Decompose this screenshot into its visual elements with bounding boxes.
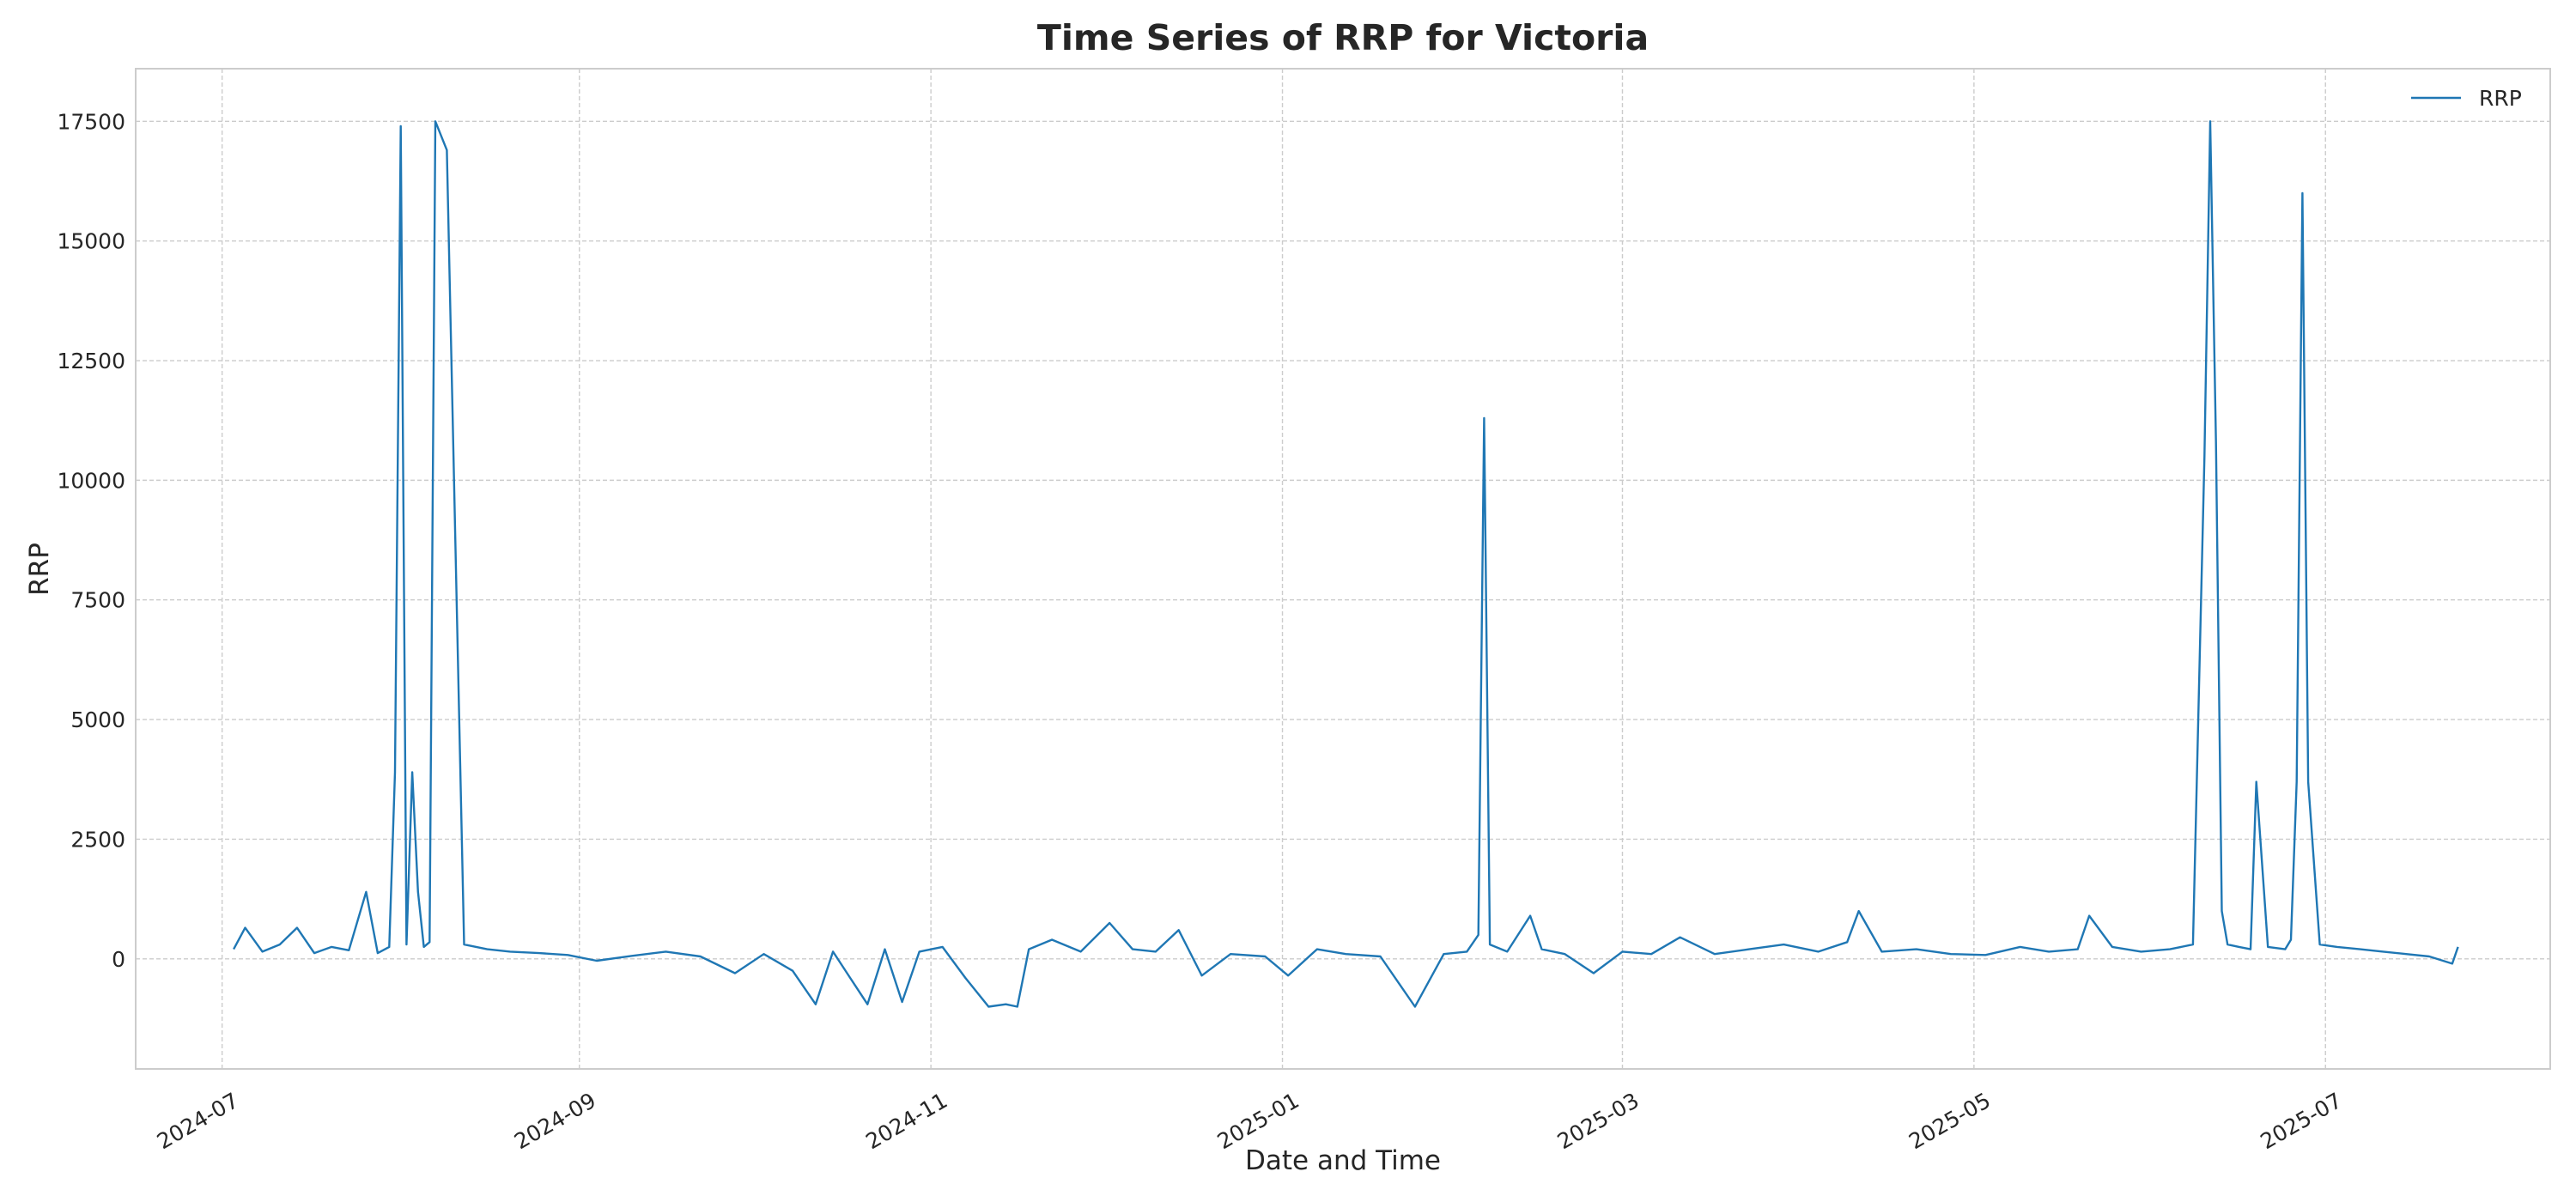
plot-frame — [135, 68, 2551, 1070]
grid-lines — [136, 69, 2550, 1069]
y-tick-labels: 0 2500 5000 7500 10000 12500 15000 17500 — [57, 109, 125, 971]
y-tick-label: 10000 — [57, 468, 125, 493]
legend: RRP — [2411, 86, 2522, 111]
legend-label-rrp: RRP — [2479, 86, 2522, 111]
y-tick-label: 15000 — [57, 229, 125, 254]
y-tick-label: 2500 — [70, 827, 125, 852]
series-layer — [233, 120, 2459, 1008]
series-line-rrp — [233, 120, 2459, 1008]
chart-title: Time Series of RRP for Victoria — [1037, 17, 1649, 58]
x-axis-label: Date and Time — [1245, 1145, 1441, 1176]
y-tick-label: 0 — [112, 947, 125, 972]
y-tick-label: 17500 — [57, 109, 125, 134]
y-axis-label: RRP — [24, 543, 55, 596]
y-tick-label: 5000 — [70, 707, 125, 732]
y-tick-label: 7500 — [70, 588, 125, 613]
y-tick-label: 12500 — [57, 349, 125, 373]
